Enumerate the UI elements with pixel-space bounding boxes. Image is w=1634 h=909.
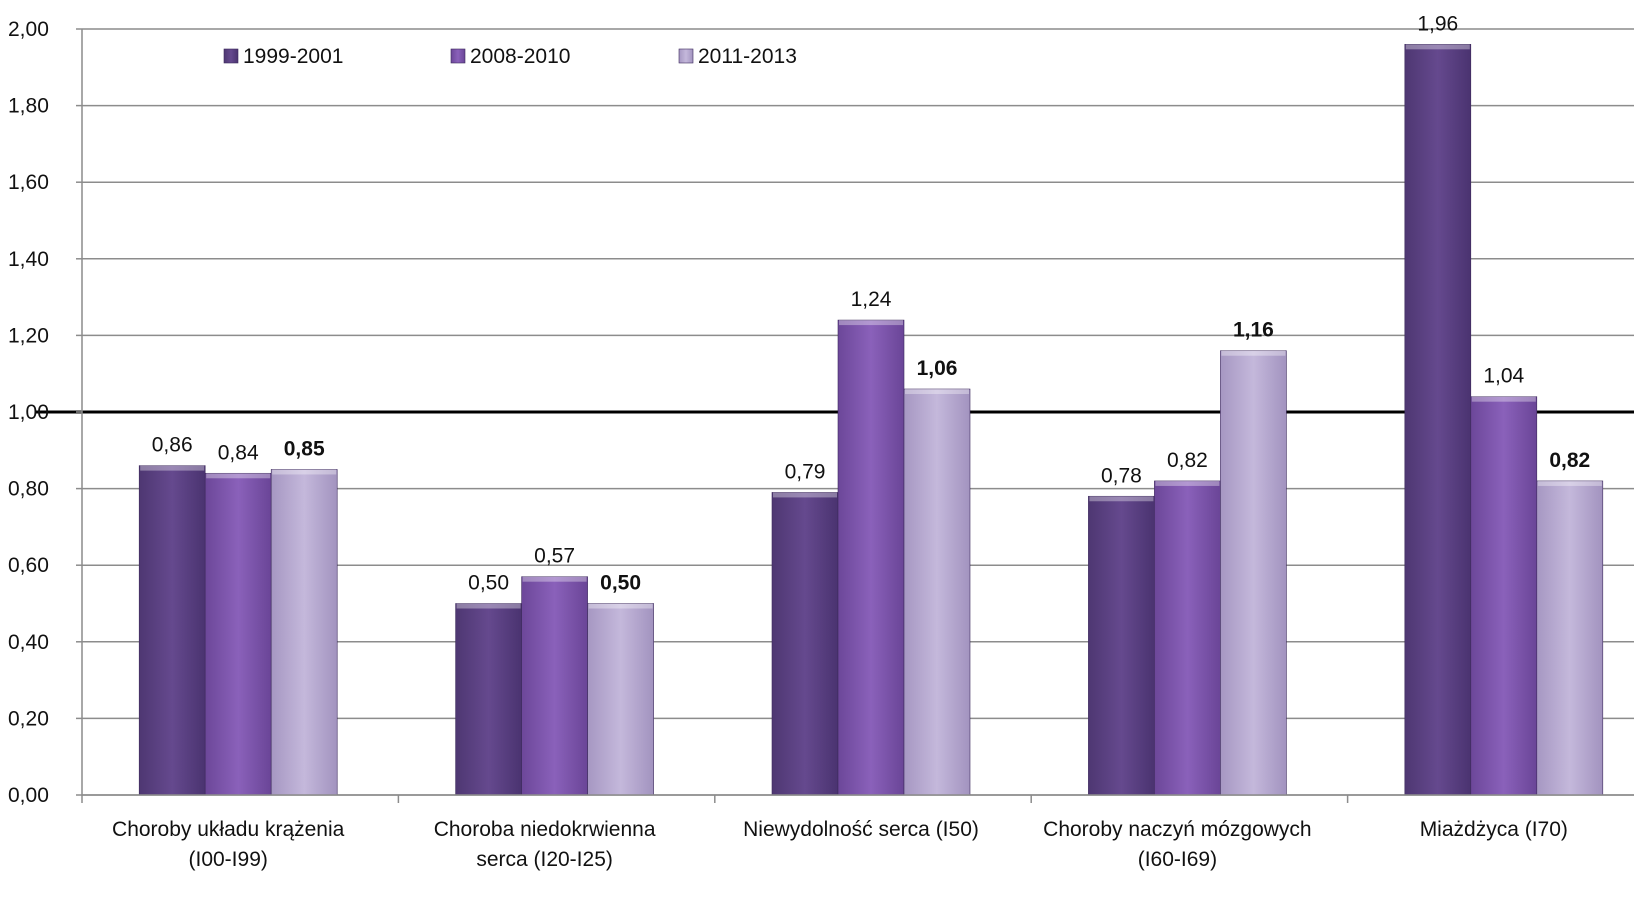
bar-highlight: [1537, 480, 1602, 486]
bar-highlight: [905, 389, 969, 395]
bar: [1404, 44, 1472, 796]
bar: [837, 319, 905, 796]
y-axis: 0,00 0,20 0,40 0,60 0,80 1,00 1,20 1,40 1,60 1,80…: [8, 18, 83, 807]
bar-highlight: [588, 603, 653, 609]
legend-swatch: [678, 48, 694, 64]
data-label: 0,50: [600, 572, 641, 595]
bar-highlight: [1155, 480, 1220, 486]
y-tick-label: 0,80: [8, 478, 49, 501]
data-label: 0,50: [468, 572, 509, 595]
bar: [455, 603, 522, 796]
data-label: 1,96: [1417, 12, 1458, 35]
y-tick-label: 1,80: [8, 95, 49, 118]
y-tick-label: 2,00: [8, 18, 49, 41]
bar: [521, 576, 588, 796]
bar: [1470, 396, 1538, 796]
y-tick-label: 1,60: [8, 171, 49, 194]
bar-highlight: [140, 465, 205, 471]
bar-highlight: [773, 492, 837, 498]
category-label: Choroba niedokrwienna: [434, 818, 656, 841]
y-tick-label: 0,20: [8, 707, 49, 730]
y-tick-label: 0,00: [8, 784, 49, 807]
data-label: 0,78: [1101, 464, 1142, 487]
x-axis: Choroby układu krążenia (I00-I99) Choroba …: [81, 794, 1634, 871]
data-label: 0,86: [152, 434, 193, 457]
data-label: 0,57: [534, 545, 575, 568]
category-label: (I00-I99): [189, 848, 268, 871]
legend: 1999-2001 2008-2010 2011-2013: [223, 45, 797, 68]
legend-label: 2008-2010: [470, 45, 570, 68]
y-tick-label: 1,20: [8, 324, 49, 347]
legend-label: 1999-2001: [243, 45, 343, 68]
bar-highlight: [1221, 350, 1286, 356]
bar-highlight: [1471, 396, 1536, 402]
bar-highlight: [206, 473, 271, 479]
y-tick-label: 1,00: [8, 401, 49, 424]
category-label: Choroby naczyń mózgowych: [1043, 818, 1311, 841]
y-tick-label: 1,40: [8, 248, 49, 271]
bar-highlight: [1089, 496, 1154, 502]
category-label: Niewydolność serca (I50): [743, 818, 979, 841]
data-label: 0,84: [218, 441, 259, 464]
legend-label: 2011-2013: [698, 45, 797, 68]
data-label: 1,06: [917, 357, 958, 380]
category-label: (I60-I69): [1138, 848, 1217, 871]
data-label: 0,82: [1167, 449, 1208, 472]
bar: [771, 492, 839, 796]
bar: [270, 469, 338, 796]
legend-swatch: [223, 48, 239, 64]
bar: [587, 603, 654, 796]
data-label: 0,79: [785, 460, 826, 483]
bar-highlight: [1405, 44, 1470, 50]
bar: [138, 465, 206, 796]
bar: [1536, 480, 1604, 796]
y-tick-label: 0,60: [8, 554, 49, 577]
bars: [138, 44, 1604, 796]
y-tick-label: 0,40: [8, 631, 49, 654]
category-label: Miażdżyca (I70): [1420, 818, 1568, 841]
category-label: Choroby układu krążenia: [112, 818, 345, 841]
data-label: 1,16: [1233, 319, 1274, 342]
bar: [1154, 480, 1221, 796]
bar: [903, 388, 971, 796]
bar-highlight: [456, 603, 521, 609]
bar: [1220, 350, 1287, 796]
data-label: 0,85: [284, 437, 325, 460]
data-labels: 0,86 0,84 0,85 0,50 0,57 0,50 0,79 1,24 1,06 0,78…: [152, 12, 1590, 594]
legend-swatch: [450, 48, 466, 64]
data-label: 1,24: [851, 288, 892, 311]
data-label: 1,04: [1483, 365, 1524, 388]
bar: [1088, 495, 1155, 796]
bar: [204, 472, 272, 796]
bar-highlight: [839, 320, 903, 326]
bar-highlight: [272, 469, 337, 475]
bar-highlight: [522, 576, 587, 582]
category-label: serca (I20-I25): [476, 848, 613, 871]
data-label: 0,82: [1549, 449, 1590, 472]
